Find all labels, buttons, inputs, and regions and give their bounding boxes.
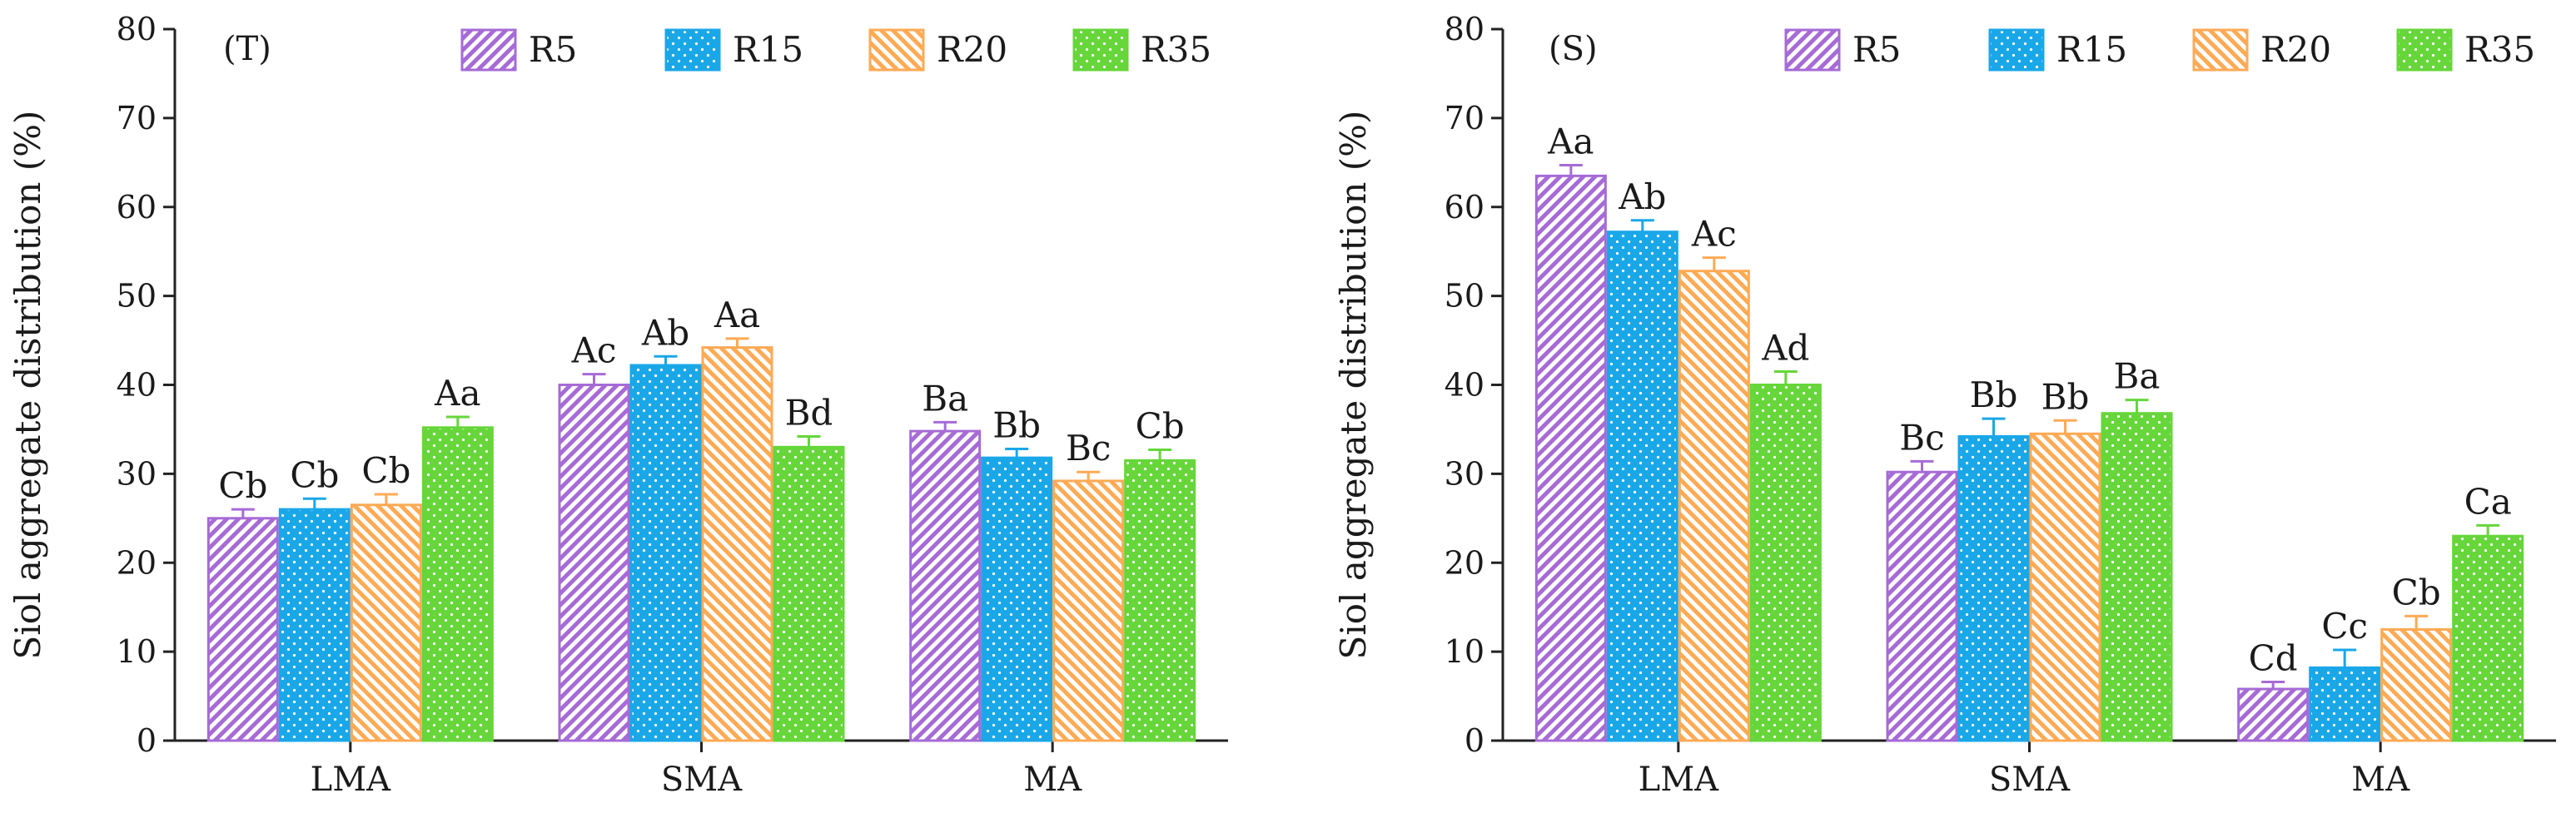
- bar-R35-SMA: [2101, 412, 2173, 742]
- y-tick-label: 30: [1445, 455, 1484, 492]
- significance-label: Bc: [1066, 428, 1111, 468]
- x-tick-label: MA: [2351, 761, 2410, 799]
- bar-R5-LMA: [206, 517, 279, 742]
- significance-label: Bb: [1970, 374, 2018, 415]
- bar-R5-LMA: [1534, 174, 1607, 742]
- y-tick-label: 30: [117, 455, 157, 492]
- y-tick-label: 0: [1465, 722, 1484, 759]
- bar-R15-SMA: [629, 364, 702, 742]
- significance-label: Ad: [1761, 327, 1809, 368]
- significance-label: Cc: [2321, 606, 2368, 647]
- y-tick-label: 0: [137, 722, 157, 759]
- significance-label: Cb: [361, 450, 410, 491]
- bar-R5-SMA: [558, 384, 630, 742]
- bar-R35-MA: [1124, 459, 1196, 742]
- significance-label: Bb: [2041, 376, 2090, 417]
- significance-label: Bb: [992, 404, 1041, 445]
- x-tick-label: MA: [1023, 761, 1082, 799]
- bar-R20-SMA: [2029, 432, 2101, 742]
- legend-label-R5: R5: [529, 29, 577, 70]
- y-tick-label: 60: [117, 189, 157, 226]
- legend-label-R35: R35: [2464, 29, 2535, 70]
- bar-R20-MA: [1052, 479, 1125, 742]
- significance-label: Bc: [1899, 417, 1944, 458]
- legend-swatch-R5: [460, 28, 517, 72]
- legend-label-R15: R15: [733, 29, 803, 70]
- significance-label: Aa: [714, 295, 760, 335]
- y-tick-label: 40: [1445, 367, 1484, 404]
- x-tick-label: SMA: [661, 761, 743, 799]
- bar-R15-MA: [981, 456, 1053, 742]
- bar-R35-LMA: [1749, 384, 1822, 742]
- y-tick-label: 60: [1445, 189, 1484, 226]
- bar-R20-LMA: [350, 503, 422, 742]
- significance-label: Aa: [1547, 121, 1594, 162]
- bar-R20-LMA: [1678, 270, 1750, 742]
- legend-label-R20: R20: [2260, 29, 2331, 70]
- bar-R20-MA: [2380, 627, 2453, 742]
- bar-R5-SMA: [1886, 470, 1958, 742]
- y-tick-label: 10: [1445, 633, 1484, 670]
- significance-label: Ba: [2114, 356, 2161, 397]
- bar-R15-LMA: [1606, 231, 1678, 742]
- x-tick-label: LMA: [311, 761, 392, 799]
- chart-panel-1: 0 10 20 30 40 50 60 70 80 Siol aggregate distribu…: [7, 11, 1228, 799]
- bar-R5-MA: [909, 429, 982, 742]
- legend-label-R5: R5: [1852, 29, 1901, 70]
- significance-label: Ba: [922, 378, 968, 419]
- legend-swatch-R20: [868, 28, 925, 72]
- significance-label: Cb: [290, 454, 339, 495]
- bar-R15-SMA: [1957, 434, 2030, 742]
- y-axis-title: Siol aggregate distribution (%): [1333, 111, 1374, 660]
- legend-swatch-R35: [2396, 28, 2453, 72]
- significance-label: Ab: [641, 312, 689, 353]
- x-tick-label: LMA: [1639, 761, 1720, 799]
- bar-R20-SMA: [701, 346, 773, 742]
- significance-label: Ca: [2464, 481, 2512, 522]
- chart-panel-2: 0 10 20 30 40 50 60 70 80 Siol aggregate distribu…: [1333, 11, 2556, 799]
- y-tick-label: 80: [117, 11, 157, 47]
- legend-swatch-R5: [1784, 28, 1841, 72]
- significance-label: Cb: [1136, 406, 1185, 447]
- legend-label-R35: R35: [1141, 29, 1211, 70]
- bar-R35-LMA: [421, 426, 494, 742]
- legend-label-R20: R20: [937, 29, 1007, 70]
- legend: R5 R15 R20 R35: [1784, 28, 2535, 72]
- bar-R35-SMA: [773, 445, 845, 742]
- y-tick-label: 70: [1445, 100, 1484, 136]
- y-tick-label: 80: [1445, 11, 1484, 47]
- y-tick-label: 10: [117, 633, 157, 670]
- bar-R5-MA: [2237, 687, 2310, 742]
- significance-label: Cb: [2392, 572, 2441, 612]
- legend-swatch-R35: [1072, 28, 1129, 72]
- panel-label: (T): [223, 30, 271, 68]
- significance-label: Cd: [2249, 637, 2298, 678]
- significance-label: Ac: [571, 330, 617, 371]
- significance-label: Cb: [218, 465, 267, 506]
- bar-R15-MA: [2309, 666, 2381, 742]
- legend-label-R15: R15: [2056, 29, 2127, 70]
- y-tick-label: 20: [1445, 544, 1484, 581]
- bar-R35-MA: [2452, 534, 2524, 742]
- y-tick-label: 40: [117, 367, 157, 404]
- panel-label: (S): [1549, 30, 1598, 68]
- y-tick-label: 70: [117, 100, 157, 136]
- significance-label: Bd: [785, 392, 833, 433]
- significance-label: Aa: [434, 373, 480, 414]
- legend-swatch-R15: [1988, 28, 2045, 72]
- significance-label: Ab: [1618, 176, 1666, 217]
- significance-label: Ac: [1691, 214, 1737, 255]
- y-tick-label: 50: [1445, 278, 1484, 315]
- legend-swatch-R15: [664, 28, 721, 72]
- legend-swatch-R20: [2192, 28, 2249, 72]
- bar-R15-LMA: [278, 508, 351, 742]
- x-tick-label: SMA: [1989, 761, 2071, 799]
- y-tick-label: 20: [117, 544, 157, 581]
- y-tick-label: 50: [117, 278, 157, 315]
- y-axis-title: Siol aggregate distribution (%): [7, 111, 48, 660]
- legend: R5 R15 R20 R35: [460, 28, 1211, 72]
